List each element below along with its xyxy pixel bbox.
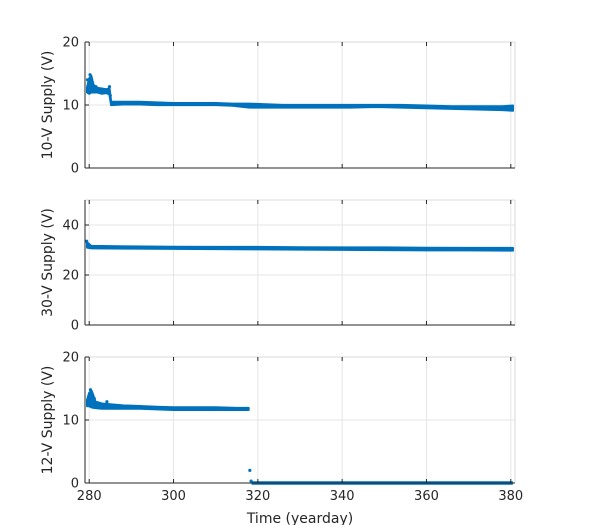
data-point <box>88 73 92 77</box>
panel-1: 0 10 20 10-V Supply (V) <box>40 36 516 177</box>
y-tick-label: 40 <box>62 219 79 234</box>
data-point <box>249 479 253 483</box>
series-1-sample-band <box>86 74 514 112</box>
panel-3: 0 10 20 280 300 320 340 360 380 12-V Supply (V) <box>40 351 523 505</box>
x-axis-label: Time (yearday) <box>246 511 353 525</box>
panels-group: 0 10 20 10-V Supply (V) 0 20 40 30-V Supply (V)… <box>40 36 523 505</box>
x-tick-label: 320 <box>245 489 270 504</box>
y-tick-label: 10 <box>62 414 79 429</box>
y-axis-label: 10-V Supply (V) <box>40 51 56 160</box>
x-tick-label: 300 <box>161 489 186 504</box>
data-point <box>85 239 89 243</box>
data-point <box>105 400 109 404</box>
data-point <box>248 468 252 472</box>
data-point <box>88 388 93 392</box>
x-tick-label: 280 <box>77 489 102 504</box>
data-point <box>90 81 95 85</box>
y-tick-label: 10 <box>62 99 79 114</box>
series-1-sample-band <box>86 389 250 411</box>
y-tick-label: 20 <box>62 269 79 284</box>
panel-2: 0 20 40 30-V Supply (V) <box>40 199 516 334</box>
y-axis-label: 12-V Supply (V) <box>40 366 56 475</box>
y-tick-label: 0 <box>71 477 79 492</box>
x-tick-label: 360 <box>414 489 439 504</box>
data-point <box>85 78 90 82</box>
data-point <box>92 396 96 401</box>
y-tick-label: 20 <box>62 36 79 51</box>
x-tick-label: 380 <box>498 489 523 504</box>
data-point <box>107 85 112 89</box>
y-tick-label: 20 <box>62 351 79 366</box>
series-1-sample-band <box>86 241 514 252</box>
y-axis-label: 30-V Supply (V) <box>40 208 56 317</box>
x-tick-label: 340 <box>330 489 355 504</box>
y-tick-label: 0 <box>71 319 79 334</box>
y-tick-label: 0 <box>71 162 79 177</box>
data-point <box>108 93 112 98</box>
data-point <box>94 85 98 89</box>
